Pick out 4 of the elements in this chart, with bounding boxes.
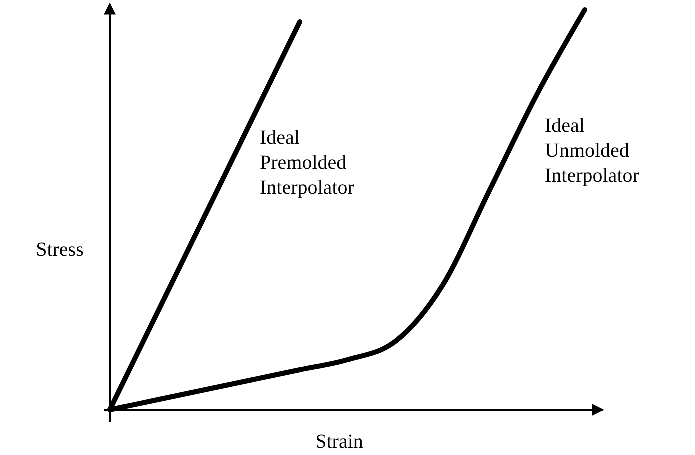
- y-axis-title: Stress: [36, 239, 84, 261]
- x-axis-title: Strain: [316, 431, 364, 453]
- series-label: Ideal Unmolded Interpolator: [545, 115, 640, 187]
- series-label: Ideal Premolded Interpolator: [260, 127, 355, 199]
